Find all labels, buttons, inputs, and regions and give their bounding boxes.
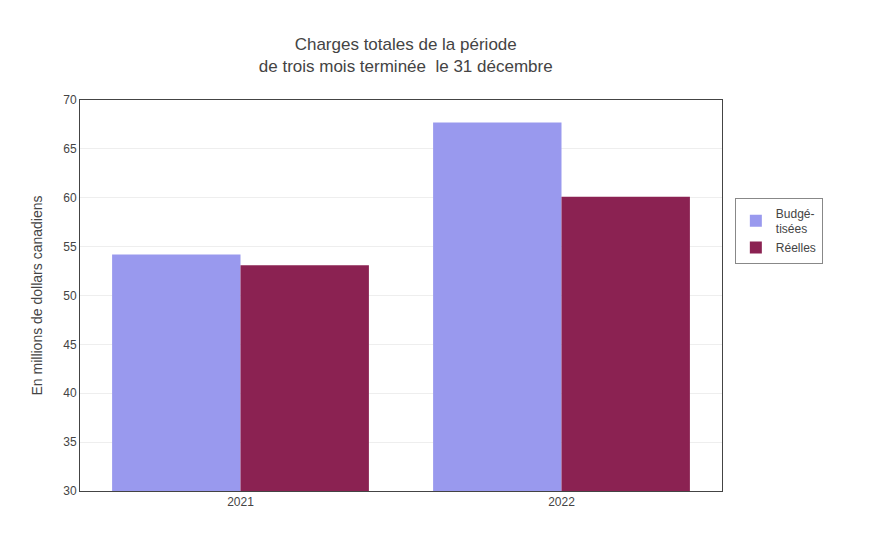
svg-text:65: 65 xyxy=(63,142,77,156)
svg-text:En millions de dollars canadie: En millions de dollars canadiens xyxy=(29,196,45,396)
svg-text:35: 35 xyxy=(63,435,77,449)
svg-text:70: 70 xyxy=(63,93,77,107)
svg-text:2021: 2021 xyxy=(227,495,254,509)
svg-text:30: 30 xyxy=(63,484,77,498)
svg-text:Budgé-tisées: Budgé-tisées xyxy=(776,207,815,237)
svg-text:Réelles: Réelles xyxy=(776,241,816,255)
svg-text:2022: 2022 xyxy=(548,495,575,509)
svg-text:55: 55 xyxy=(63,240,77,254)
svg-text:Charges totales de la périoded: Charges totales de la périodede trois mo… xyxy=(259,35,553,76)
svg-text:45: 45 xyxy=(63,338,77,352)
svg-text:50: 50 xyxy=(63,289,77,303)
svg-text:60: 60 xyxy=(63,191,77,205)
svg-text:40: 40 xyxy=(63,386,77,400)
